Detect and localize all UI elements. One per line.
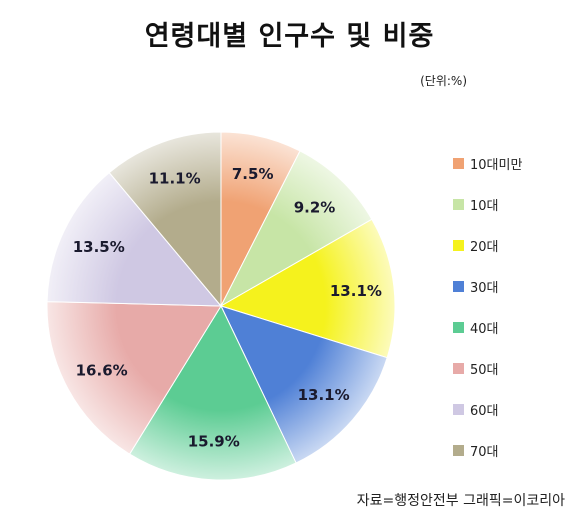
legend-swatch: [453, 363, 464, 374]
legend-swatch: [453, 445, 464, 456]
pie-slice-10대: [219, 150, 373, 308]
legend-item: 10대미만: [453, 143, 522, 184]
source-credit: 자료=행정안전부 그래픽=이코리아: [356, 493, 565, 509]
slice-label: 7.5%: [232, 165, 274, 183]
slice-label: 16.6%: [76, 362, 128, 380]
legend-label: 30대: [470, 281, 499, 296]
legend-item: 60대: [453, 389, 522, 430]
slice-label: 13.1%: [330, 282, 382, 300]
unit-label: (단위:%): [420, 74, 467, 88]
legend-item: 40대: [453, 307, 522, 348]
pie-slice-60대: [46, 171, 223, 307]
legend-label: 50대: [470, 363, 499, 378]
slice-label: 13.1%: [298, 386, 350, 404]
legend-swatch: [453, 158, 464, 169]
slice-label: 15.9%: [188, 433, 240, 451]
pie-slice-30대: [220, 305, 388, 464]
pie-slice-70대: [108, 131, 222, 308]
legend-swatch: [453, 240, 464, 251]
legend-label: 60대: [470, 404, 499, 419]
legend-item: 20대: [453, 225, 522, 266]
legend-item: 10대: [453, 184, 522, 225]
pie-slices: [46, 131, 396, 481]
legend-label: 40대: [470, 322, 499, 337]
pie-labels: 7.5% 9.2% 13.1% 13.1% 15.9% 16.6% 13.5% 11.1%: [73, 165, 382, 450]
legend-label: 10대: [470, 199, 499, 214]
pie-slice-40대: [128, 304, 297, 481]
legend-swatch: [453, 281, 464, 292]
legend-swatch: [453, 322, 464, 333]
legend-label: 20대: [470, 240, 499, 255]
legend-label: 10대미만: [470, 158, 523, 173]
legend: 10대미만 10대 20대 30대 40대 50대 60대 70대: [453, 143, 522, 471]
chart-title: 연령대별 인구수 및 비중: [144, 21, 435, 52]
slice-label: 11.1%: [149, 169, 201, 187]
slice-label: 9.2%: [294, 199, 336, 217]
pie-slice-50대: [46, 301, 222, 455]
slice-label: 13.5%: [73, 238, 125, 256]
legend-item: 30대: [453, 266, 522, 307]
legend-swatch: [453, 404, 464, 415]
legend-item: 70대: [453, 430, 522, 471]
legend-swatch: [453, 199, 464, 210]
legend-item: 50대: [453, 348, 522, 389]
legend-label: 70대: [470, 445, 499, 460]
pie-slice-20대: [219, 218, 396, 359]
